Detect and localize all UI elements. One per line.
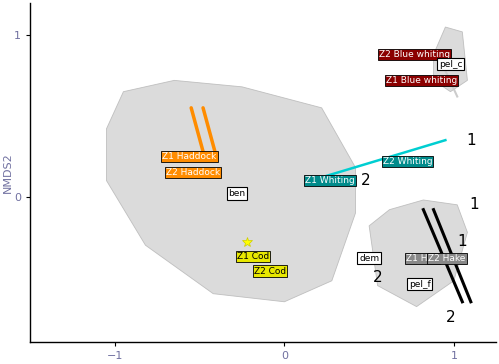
Text: Z1 Blue whiting: Z1 Blue whiting bbox=[386, 76, 457, 85]
Text: Z2 Hake: Z2 Hake bbox=[429, 254, 466, 263]
Polygon shape bbox=[434, 27, 468, 92]
Text: Z2 Whiting: Z2 Whiting bbox=[383, 157, 432, 166]
Y-axis label: NMDS2: NMDS2 bbox=[3, 152, 13, 193]
Text: Z2 Cod: Z2 Cod bbox=[254, 266, 286, 276]
Text: pel_c: pel_c bbox=[439, 60, 462, 69]
Text: Z1 Whiting: Z1 Whiting bbox=[305, 176, 354, 185]
Text: 2: 2 bbox=[446, 310, 455, 325]
Polygon shape bbox=[106, 80, 356, 302]
Text: ben: ben bbox=[229, 189, 246, 198]
Text: Z1 Cod: Z1 Cod bbox=[237, 252, 269, 261]
Text: 1: 1 bbox=[466, 132, 476, 148]
Polygon shape bbox=[369, 200, 468, 306]
Text: Z2 Blue whiting: Z2 Blue whiting bbox=[379, 50, 451, 59]
Text: 2: 2 bbox=[361, 173, 371, 188]
Text: Z1 Haddock: Z1 Haddock bbox=[162, 152, 217, 161]
Text: 2: 2 bbox=[373, 270, 382, 285]
Text: Z2 Haddock: Z2 Haddock bbox=[166, 168, 220, 177]
Text: pel_f: pel_f bbox=[409, 280, 431, 289]
Text: 1: 1 bbox=[458, 234, 467, 249]
Text: dem: dem bbox=[359, 254, 379, 263]
Text: Z1 Hak: Z1 Hak bbox=[406, 254, 439, 263]
Text: 1: 1 bbox=[470, 197, 479, 212]
